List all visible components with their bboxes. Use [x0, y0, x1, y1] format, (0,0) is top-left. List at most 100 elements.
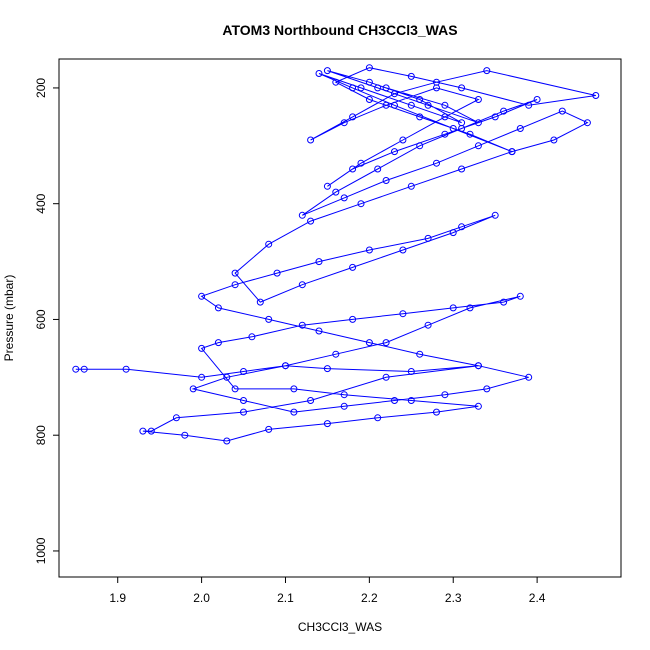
data-point: [374, 414, 382, 422]
data-point: [483, 385, 491, 393]
data-point: [332, 78, 340, 86]
data-point: [290, 385, 298, 393]
data-point: [223, 437, 231, 445]
data-point: [357, 84, 365, 92]
data-point: [290, 408, 298, 416]
data-point: [441, 391, 449, 399]
data-point: [323, 365, 331, 373]
data-point: [181, 431, 189, 439]
data-point: [516, 292, 524, 300]
data-point: [500, 107, 508, 115]
y-tick-label: 1000: [34, 537, 48, 564]
x-axis-label: CH3CCl3_WAS: [298, 620, 382, 634]
data-point: [399, 246, 407, 254]
data-point: [458, 165, 466, 173]
data-point: [374, 165, 382, 173]
data-point: [458, 84, 466, 92]
data-point: [416, 96, 424, 103]
data-point: [214, 339, 222, 347]
data-point: [231, 269, 239, 277]
data-point: [407, 368, 415, 375]
data-point: [265, 425, 273, 433]
data-point: [72, 365, 80, 373]
data-point: [449, 125, 457, 132]
x-tick-label: 2.4: [529, 591, 546, 605]
data-point: [265, 240, 273, 248]
data-point: [365, 96, 373, 103]
data-point: [550, 136, 558, 144]
data-point: [592, 92, 600, 99]
data-point: [256, 298, 264, 306]
data-point: [474, 119, 482, 127]
data-point: [307, 217, 315, 225]
data-point: [433, 408, 440, 416]
data-point: [223, 373, 231, 381]
data-point: [491, 211, 499, 219]
data-point: [240, 397, 247, 404]
data-point: [558, 107, 566, 115]
y-tick-label: 800: [34, 425, 48, 445]
data-point: [231, 281, 239, 289]
data-point: [407, 72, 415, 80]
data-point: [315, 327, 323, 335]
data-point: [407, 397, 415, 404]
data-point: [214, 304, 222, 312]
y-tick-label: 200: [34, 78, 48, 98]
data-point: [474, 96, 482, 103]
data-point: [340, 119, 348, 127]
data-point: [466, 130, 474, 138]
x-tick-label: 2.3: [445, 591, 462, 605]
data-point: [323, 67, 331, 75]
data-point: [382, 339, 390, 347]
data-point: [382, 101, 390, 109]
data-point: [298, 281, 306, 289]
data-point: [374, 84, 382, 92]
x-axis: 1.9 2.0 2.1 2.2 2.3 2.4: [109, 577, 546, 605]
y-tick-label: 600: [34, 309, 48, 329]
data-point: [139, 427, 147, 435]
data-point: [365, 64, 373, 72]
data-point: [340, 402, 348, 410]
x-tick-label: 2.2: [361, 591, 378, 605]
data-point: [349, 113, 357, 121]
data-point: [189, 385, 197, 393]
data-point: [357, 200, 365, 208]
data-point: [516, 125, 524, 132]
data-point: [298, 211, 306, 219]
data-point: [449, 304, 457, 312]
plot-frame: [58, 58, 622, 578]
data-point: [349, 263, 357, 271]
data-point: [357, 159, 365, 167]
data-point: [265, 315, 273, 323]
data-point: [382, 177, 390, 184]
data-point: [307, 136, 315, 144]
data-point: [323, 420, 331, 428]
data-point: [416, 142, 424, 150]
data-point: [525, 373, 533, 381]
data-point: [198, 344, 206, 352]
series-line: [75, 67, 596, 442]
data-point: [474, 362, 482, 370]
data-point: [80, 365, 88, 373]
data-point: [525, 101, 533, 109]
x-tick-label: 2.1: [277, 591, 294, 605]
data-point: [382, 84, 390, 92]
data-point: [483, 67, 491, 75]
data-point: [391, 90, 398, 98]
data-point: [172, 414, 180, 422]
x-tick-label: 1.9: [109, 591, 126, 605]
data-point: [231, 385, 239, 393]
data-point: [332, 350, 340, 358]
data-point: [449, 229, 457, 237]
y-axis-label: Pressure (mbar): [2, 275, 16, 362]
data-point: [198, 373, 206, 381]
data-point: [315, 258, 323, 266]
data-point: [147, 427, 155, 435]
data-point: [533, 96, 541, 103]
data-point: [583, 119, 591, 127]
data-point: [323, 182, 331, 190]
y-axis: 200 400 600 800 1000: [34, 78, 59, 564]
data-point: [273, 269, 281, 277]
data-point: [458, 119, 466, 127]
